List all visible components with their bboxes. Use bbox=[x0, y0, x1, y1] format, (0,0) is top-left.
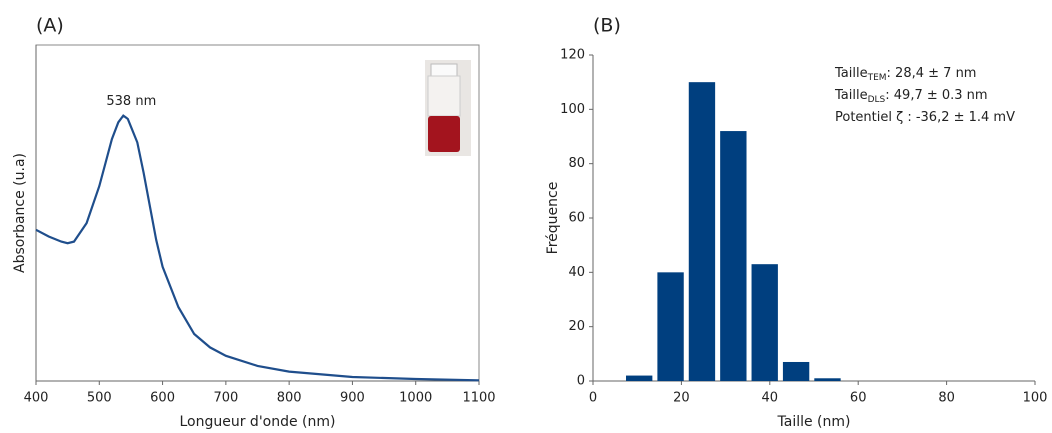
x-tick-label: 400 bbox=[24, 391, 49, 406]
annotation-value: : 28,4 ± 7 nm bbox=[887, 66, 977, 81]
stats-annotation: TailleTEM: 28,4 ± 7 nm bbox=[834, 66, 976, 83]
x-tick-label: 20 bbox=[673, 391, 690, 406]
stats-annotation: TailleDLS: 49,7 ± 0.3 nm bbox=[834, 88, 988, 105]
x-tick-label: 100 bbox=[1023, 391, 1048, 406]
panel-label: (B) bbox=[593, 15, 621, 37]
bar bbox=[657, 272, 684, 381]
y-tick-label: 120 bbox=[560, 48, 585, 63]
y-tick-label: 60 bbox=[568, 211, 585, 226]
x-tick-label: 700 bbox=[213, 391, 238, 406]
y-tick-label: 0 bbox=[577, 374, 585, 389]
x-tick-label: 0 bbox=[589, 391, 597, 406]
stats-annotation: Potentiel ζ : -36,2 ± 1.4 mV bbox=[835, 110, 1015, 125]
y-tick-label: 80 bbox=[568, 156, 585, 171]
x-tick-label: 1000 bbox=[399, 391, 432, 406]
annotation-text: Taille bbox=[834, 88, 868, 103]
peak-annotation: 538 nm bbox=[106, 94, 156, 109]
annotation-value: : 49,7 ± 0.3 nm bbox=[885, 88, 987, 103]
x-tick-label: 900 bbox=[340, 391, 365, 406]
x-axis-title: Taille (nm) bbox=[777, 414, 851, 430]
bar bbox=[782, 361, 810, 381]
bar bbox=[814, 378, 841, 381]
x-tick-label: 40 bbox=[762, 391, 779, 406]
y-axis-title: Fréquence bbox=[545, 182, 561, 255]
vial-photo bbox=[425, 60, 471, 156]
annotation-subscript: DLS bbox=[868, 95, 886, 105]
bar bbox=[751, 264, 778, 381]
vial-glass bbox=[427, 75, 461, 117]
x-tick-label: 600 bbox=[150, 391, 175, 406]
spectrum-line bbox=[35, 114, 480, 382]
plot-frame bbox=[35, 44, 480, 382]
annotation-text: Potentiel ζ : -36,2 ± 1.4 mV bbox=[835, 110, 1015, 125]
annotation-subscript: TEM bbox=[867, 73, 887, 83]
y-tick-label: 100 bbox=[560, 102, 585, 117]
vial-cap bbox=[430, 63, 458, 77]
bar bbox=[720, 131, 747, 381]
x-tick-label: 500 bbox=[87, 391, 112, 406]
bar bbox=[626, 375, 653, 381]
x-tick-label: 80 bbox=[938, 391, 955, 406]
vial-liquid bbox=[428, 116, 460, 152]
y-axis-title: Absorbance (u.a) bbox=[12, 153, 28, 273]
y-tick-label: 20 bbox=[568, 319, 585, 334]
x-tick-label: 60 bbox=[850, 391, 867, 406]
bar bbox=[688, 82, 716, 382]
x-axis-title: Longueur d'onde (nm) bbox=[179, 414, 335, 430]
x-tick-label: 1100 bbox=[462, 391, 495, 406]
annotation-text: Taille bbox=[834, 66, 868, 81]
panel-label: (A) bbox=[36, 15, 64, 37]
x-tick-label: 800 bbox=[277, 391, 302, 406]
y-tick-label: 40 bbox=[568, 265, 585, 280]
